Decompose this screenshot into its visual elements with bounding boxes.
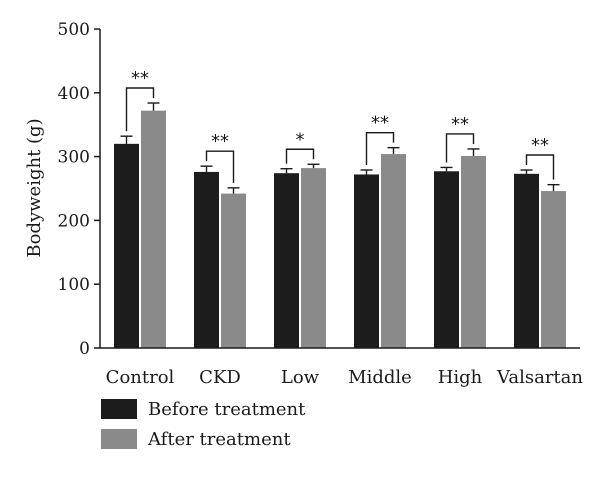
legend: Before treatment After treatment — [101, 399, 306, 450]
y-axis: 0 100 200 300 400 500 — [58, 20, 101, 359]
bar-after-treatment — [141, 110, 166, 348]
bar-after-treatment — [541, 191, 566, 348]
bar-after-treatment — [221, 193, 246, 348]
x-tick-label: High — [438, 367, 483, 388]
bar-before-treatment — [194, 171, 219, 348]
x-tick-label: Control — [106, 367, 175, 388]
significance-label: * — [296, 129, 305, 150]
significance-bracket — [205, 150, 235, 183]
x-tick-label: Middle — [348, 367, 412, 388]
bar-after-treatment — [381, 154, 406, 348]
significance-bracket — [125, 87, 155, 132]
error-bars — [120, 102, 560, 194]
legend-swatch-before — [101, 399, 137, 419]
bar-before-treatment — [434, 171, 459, 348]
legend-label: Before treatment — [148, 399, 306, 420]
x-axis: Control CKD Low Middle High Valsartan — [100, 347, 583, 388]
bar-before-treatment — [514, 173, 539, 348]
significance-label: ** — [131, 68, 149, 89]
x-tick-label: CKD — [199, 367, 241, 388]
bar-after-treatment — [301, 168, 326, 348]
significance-bracket — [285, 148, 315, 164]
legend-swatch-after — [101, 429, 137, 449]
bar-before-treatment — [114, 143, 139, 348]
bar-before-treatment — [274, 173, 299, 348]
y-tick-label: 0 — [79, 339, 90, 359]
significance-label: ** — [451, 114, 469, 135]
significance-bracket — [445, 133, 475, 163]
significance-label: ** — [211, 131, 229, 152]
x-tick-label: Low — [281, 367, 320, 388]
y-tick-label: 300 — [58, 148, 90, 168]
bars — [114, 110, 566, 348]
bar-after-treatment — [461, 155, 486, 348]
significance-bracket — [365, 131, 395, 165]
y-tick-label: 100 — [58, 275, 90, 295]
bar-before-treatment — [354, 174, 379, 348]
y-tick-label: 500 — [58, 20, 90, 40]
significance-label: ** — [531, 135, 549, 156]
legend-label: After treatment — [147, 429, 291, 450]
significance-bracket — [525, 154, 555, 180]
x-tick-label: Valsartan — [496, 367, 583, 388]
y-tick-label: 200 — [58, 211, 90, 231]
y-axis-label: Bodyweight (g) — [24, 118, 45, 257]
significance-label: ** — [371, 113, 389, 134]
y-tick-label: 400 — [58, 84, 90, 104]
significance-annotations: **** *** **** — [125, 68, 555, 183]
